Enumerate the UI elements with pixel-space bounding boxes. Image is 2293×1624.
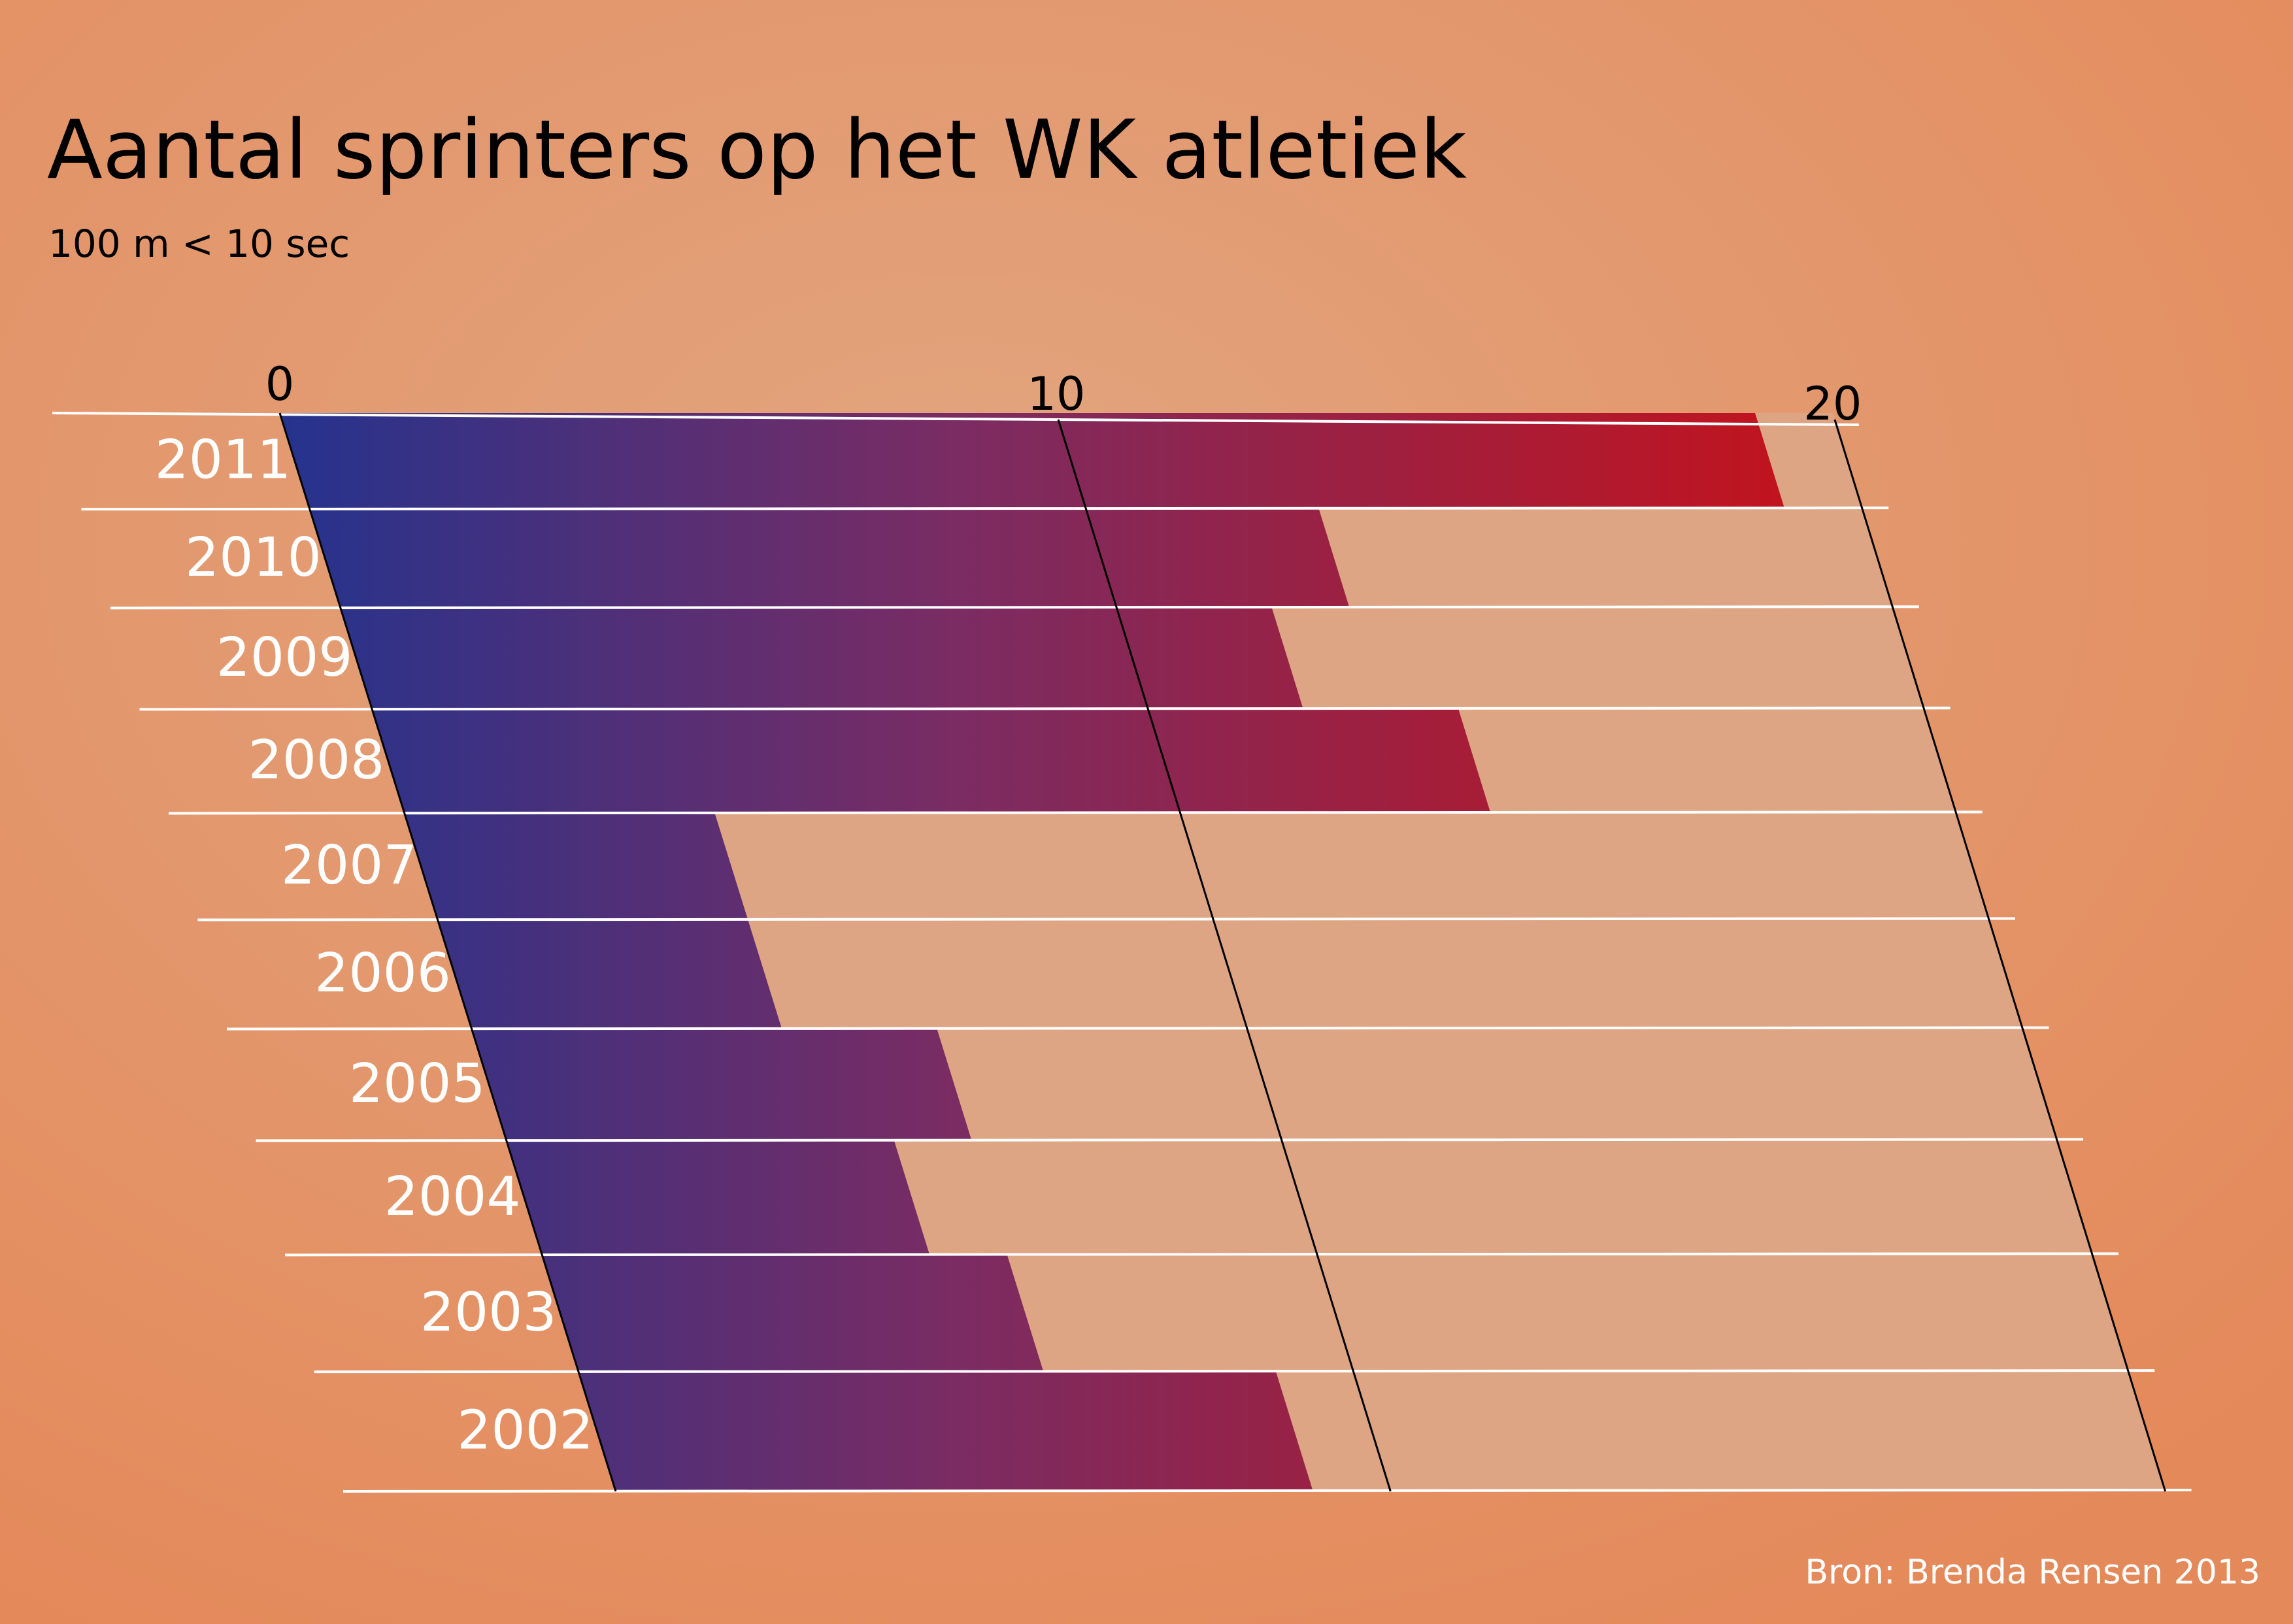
bar-2005 — [471, 1029, 972, 1141]
tick-label-10: 10 — [1027, 367, 1085, 421]
bar-2007 — [404, 813, 748, 920]
axis-line-20 — [1833, 419, 2167, 1492]
gridline — [314, 1369, 2155, 1374]
bar-layer — [280, 413, 1785, 1491]
gridline — [284, 1252, 2119, 1257]
bar-2011 — [280, 413, 1785, 510]
chart-subtitle: 100 m < 10 sec — [48, 222, 350, 266]
gridline — [168, 810, 1983, 815]
category-label-2006: 2006 — [314, 942, 451, 1004]
gridline — [110, 605, 1919, 610]
category-label-2004: 2004 — [384, 1166, 521, 1228]
category-label-2010: 2010 — [185, 527, 322, 589]
category-label-2009: 2009 — [216, 627, 353, 689]
gridline — [343, 1489, 2192, 1493]
category-label-2007: 2007 — [281, 835, 418, 897]
gridline — [226, 1026, 2049, 1031]
bar-2003 — [542, 1255, 1044, 1372]
bar-2009 — [340, 608, 1303, 710]
gridline — [81, 506, 1889, 511]
axis-line-0 — [278, 412, 617, 1492]
tick-label-20: 20 — [1803, 377, 1862, 431]
bar-2006 — [437, 920, 782, 1029]
gridline — [52, 412, 1859, 426]
grid-layer — [52, 412, 2192, 1493]
bar-2002 — [578, 1372, 1313, 1491]
tick-label-0: 0 — [265, 357, 295, 411]
category-label-2008: 2008 — [248, 729, 385, 791]
chart-title: Aantal sprinters op het WK atletiek — [47, 103, 1467, 197]
bar-2008 — [372, 709, 1491, 814]
gridline — [256, 1138, 2084, 1142]
category-label-2005: 2005 — [349, 1053, 486, 1115]
category-label-2011: 2011 — [155, 429, 292, 491]
category-label-2002: 2002 — [457, 1400, 594, 1462]
category-label-2003: 2003 — [420, 1282, 557, 1344]
gridline — [197, 917, 2015, 921]
gridline — [139, 706, 1950, 711]
category-label-layer: 2011 2010 2009 2008 2007 2006 2005 2004 2003 2002 — [155, 429, 594, 1462]
source-note: Bron: Brenda Rensen 2013 — [1805, 1553, 2260, 1592]
axis-line-10 — [1057, 419, 1392, 1492]
bar-2004 — [506, 1140, 930, 1255]
bar-2010 — [309, 509, 1350, 608]
tick-label-layer: 0 10 20 — [265, 357, 1862, 431]
